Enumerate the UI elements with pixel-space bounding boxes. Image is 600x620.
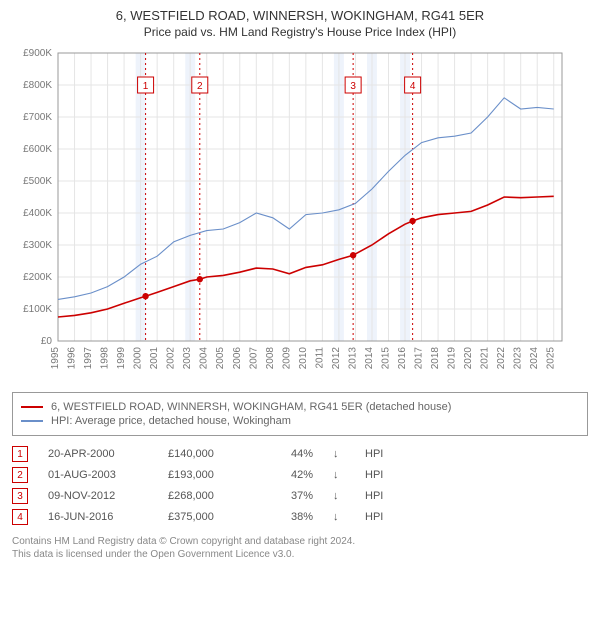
svg-text:£100K: £100K	[23, 304, 52, 315]
transaction-marker: 1	[12, 446, 28, 462]
svg-text:£500K: £500K	[23, 176, 52, 187]
transaction-marker: 3	[12, 488, 28, 504]
svg-text:2005: 2005	[215, 347, 226, 370]
transaction-pct: 44%	[273, 448, 313, 460]
svg-text:2010: 2010	[298, 347, 309, 370]
attribution-text: Contains HM Land Registry data © Crown c…	[12, 535, 588, 561]
svg-text:1: 1	[143, 81, 149, 92]
svg-text:2015: 2015	[380, 347, 391, 370]
svg-text:2016: 2016	[397, 347, 408, 370]
svg-text:£400K: £400K	[23, 208, 52, 219]
svg-text:2023: 2023	[513, 347, 524, 370]
svg-text:2000: 2000	[133, 347, 144, 370]
down-arrow-icon: ↓	[333, 490, 345, 502]
svg-text:1997: 1997	[83, 347, 94, 370]
svg-text:2: 2	[197, 81, 203, 92]
legend-row: 6, WESTFIELD ROAD, WINNERSH, WOKINGHAM, …	[21, 401, 579, 413]
down-arrow-icon: ↓	[333, 511, 345, 523]
svg-text:1998: 1998	[100, 347, 111, 370]
transaction-date: 20-APR-2000	[48, 448, 148, 460]
svg-text:3: 3	[350, 81, 356, 92]
chart-title: 6, WESTFIELD ROAD, WINNERSH, WOKINGHAM, …	[12, 8, 588, 23]
transaction-row: 1 20-APR-2000 £140,000 44% ↓ HPI	[12, 446, 588, 462]
transaction-row: 4 16-JUN-2016 £375,000 38% ↓ HPI	[12, 509, 588, 525]
svg-text:2009: 2009	[281, 347, 292, 370]
svg-text:1995: 1995	[50, 347, 61, 370]
down-arrow-icon: ↓	[333, 448, 345, 460]
transaction-row: 2 01-AUG-2003 £193,000 42% ↓ HPI	[12, 467, 588, 483]
svg-text:2012: 2012	[331, 347, 342, 370]
svg-text:2001: 2001	[149, 347, 160, 370]
svg-text:£600K: £600K	[23, 144, 52, 155]
transaction-row: 3 09-NOV-2012 £268,000 37% ↓ HPI	[12, 488, 588, 504]
legend-label: 6, WESTFIELD ROAD, WINNERSH, WOKINGHAM, …	[51, 401, 451, 413]
svg-text:2021: 2021	[480, 347, 491, 370]
svg-text:2007: 2007	[248, 347, 259, 370]
transaction-ref: HPI	[365, 490, 395, 502]
svg-text:2008: 2008	[265, 347, 276, 370]
svg-text:2013: 2013	[347, 347, 358, 370]
chart-titles: 6, WESTFIELD ROAD, WINNERSH, WOKINGHAM, …	[12, 8, 588, 39]
svg-text:2019: 2019	[447, 347, 458, 370]
svg-text:2003: 2003	[182, 347, 193, 370]
transaction-ref: HPI	[365, 511, 395, 523]
svg-text:4: 4	[410, 81, 416, 92]
svg-text:2022: 2022	[496, 347, 507, 370]
transaction-pct: 42%	[273, 469, 313, 481]
svg-text:£200K: £200K	[23, 272, 52, 283]
transaction-ref: HPI	[365, 448, 395, 460]
transaction-ref: HPI	[365, 469, 395, 481]
svg-text:2020: 2020	[463, 347, 474, 370]
svg-text:£700K: £700K	[23, 112, 52, 123]
svg-text:2014: 2014	[364, 347, 375, 370]
transaction-price: £140,000	[168, 448, 253, 460]
svg-text:2025: 2025	[546, 347, 557, 370]
legend-swatch	[21, 406, 43, 408]
svg-text:2004: 2004	[199, 347, 210, 370]
svg-text:1996: 1996	[67, 347, 78, 370]
svg-text:£300K: £300K	[23, 240, 52, 251]
transaction-table: 1 20-APR-2000 £140,000 44% ↓ HPI 2 01-AUG-2003 £…	[12, 446, 588, 525]
transaction-date: 16-JUN-2016	[48, 511, 148, 523]
attribution-line2: This data is licensed under the Open Gov…	[12, 548, 588, 561]
legend-row: HPI: Average price, detached house, Woki…	[21, 415, 579, 427]
chart-legend: 6, WESTFIELD ROAD, WINNERSH, WOKINGHAM, …	[12, 392, 588, 436]
svg-text:£900K: £900K	[23, 48, 52, 59]
svg-text:£800K: £800K	[23, 80, 52, 91]
transaction-marker: 4	[12, 509, 28, 525]
down-arrow-icon: ↓	[333, 469, 345, 481]
svg-text:2011: 2011	[314, 347, 325, 369]
chart-subtitle: Price paid vs. HM Land Registry's House …	[12, 25, 588, 39]
svg-text:2006: 2006	[232, 347, 243, 370]
transaction-marker: 2	[12, 467, 28, 483]
svg-text:2002: 2002	[166, 347, 177, 370]
svg-text:£0: £0	[41, 336, 53, 347]
svg-text:2024: 2024	[529, 347, 540, 370]
price-chart: £0 £100K £200K £300K £400K £500K £600K £700K £80…	[12, 47, 572, 377]
legend-label: HPI: Average price, detached house, Woki…	[51, 415, 291, 427]
svg-text:2017: 2017	[414, 347, 425, 370]
transaction-price: £375,000	[168, 511, 253, 523]
transaction-price: £193,000	[168, 469, 253, 481]
transaction-price: £268,000	[168, 490, 253, 502]
svg-text:1999: 1999	[116, 347, 127, 370]
chart-area: £0 £100K £200K £300K £400K £500K £600K £700K £80…	[12, 47, 588, 382]
transaction-date: 01-AUG-2003	[48, 469, 148, 481]
svg-text:2018: 2018	[430, 347, 441, 370]
transaction-pct: 37%	[273, 490, 313, 502]
transaction-date: 09-NOV-2012	[48, 490, 148, 502]
legend-swatch	[21, 420, 43, 422]
attribution-line1: Contains HM Land Registry data © Crown c…	[12, 535, 588, 548]
transaction-pct: 38%	[273, 511, 313, 523]
